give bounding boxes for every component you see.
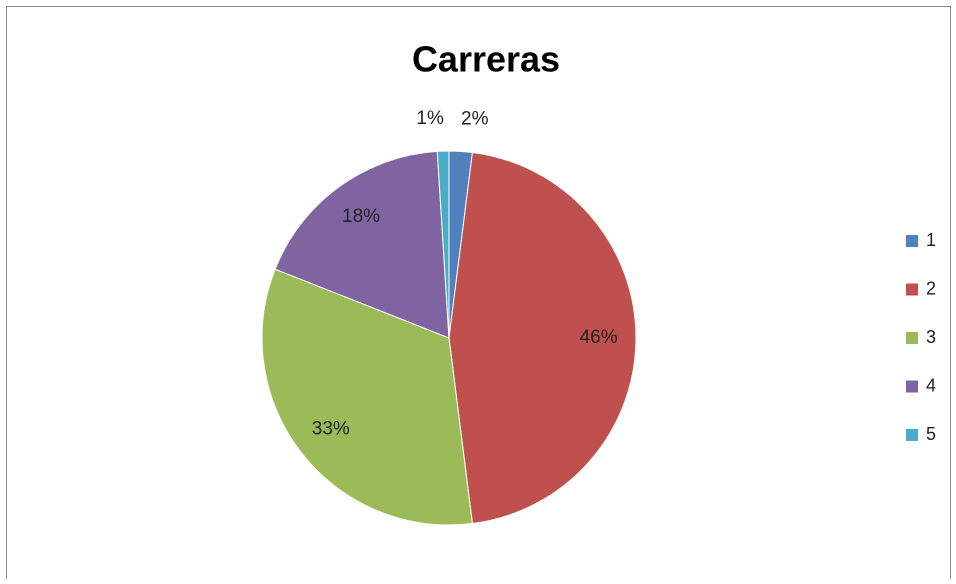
data-label: 2% xyxy=(461,108,489,129)
legend-swatch xyxy=(906,235,918,247)
legend-label: 1 xyxy=(926,230,936,250)
pie-slice xyxy=(436,150,450,339)
legend-swatch xyxy=(906,283,918,296)
pie-slice xyxy=(261,268,473,526)
legend-label: 4 xyxy=(926,375,936,395)
data-label: 33% xyxy=(312,419,350,440)
legend-swatch xyxy=(906,380,918,393)
chart-title: Carreras xyxy=(412,39,560,80)
legend-label: 2 xyxy=(926,278,936,298)
data-label: 46% xyxy=(580,327,618,348)
data-label: 1% xyxy=(416,108,444,129)
legend-label: 5 xyxy=(926,424,936,444)
legend-label: 3 xyxy=(926,327,936,347)
pie-slice xyxy=(274,150,450,339)
legend-swatch xyxy=(906,429,918,441)
data-label: 18% xyxy=(342,206,380,227)
legend-swatch xyxy=(906,332,918,344)
pie-slice xyxy=(448,151,637,525)
